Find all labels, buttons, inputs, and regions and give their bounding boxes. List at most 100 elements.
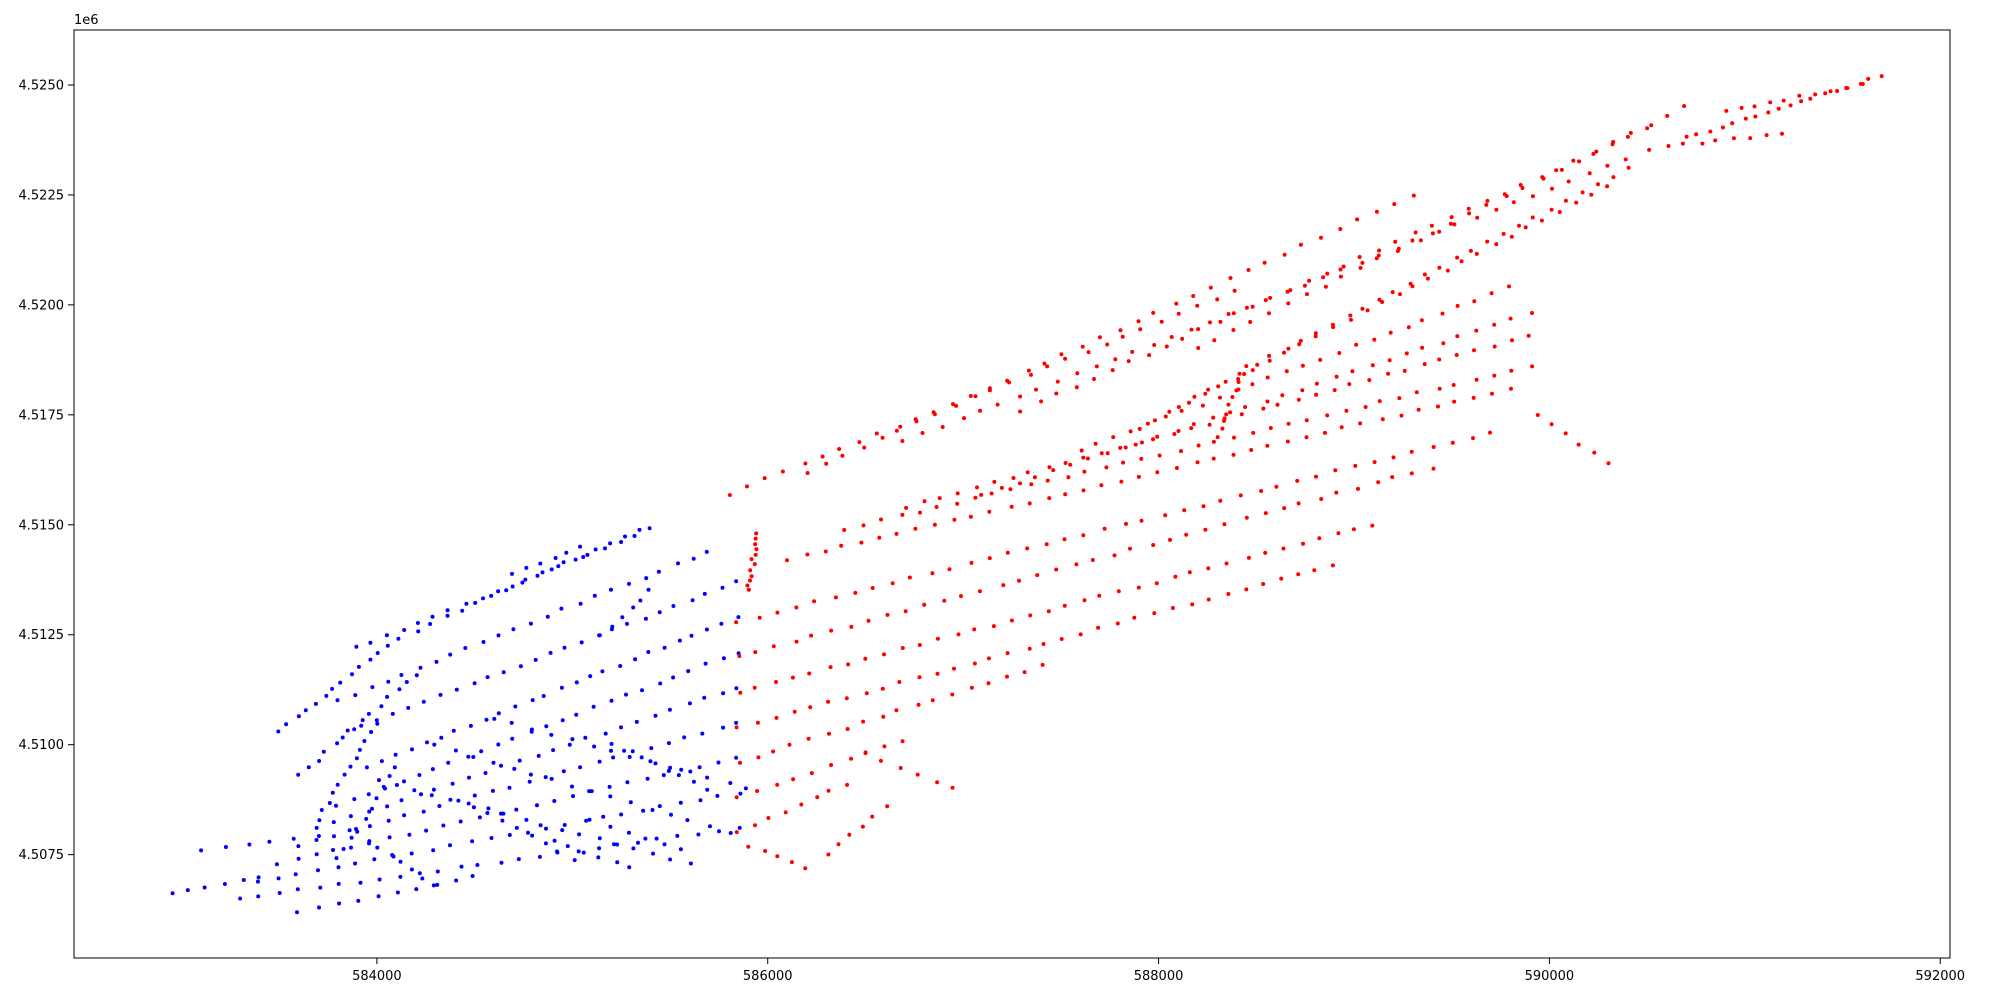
data-point bbox=[1507, 284, 1511, 289]
data-point bbox=[1475, 215, 1480, 220]
data-point bbox=[1220, 426, 1225, 431]
data-point bbox=[775, 782, 780, 787]
data-point bbox=[418, 665, 423, 670]
data-point bbox=[1222, 418, 1226, 423]
data-point bbox=[578, 765, 583, 770]
data-point bbox=[1596, 182, 1600, 187]
data-point bbox=[897, 680, 902, 684]
data-point bbox=[1451, 383, 1456, 387]
data-point bbox=[1571, 158, 1576, 163]
data-point bbox=[1090, 558, 1095, 562]
data-point bbox=[1474, 251, 1479, 256]
data-point bbox=[543, 841, 548, 846]
data-point bbox=[276, 729, 281, 734]
data-point bbox=[1286, 421, 1291, 426]
data-point bbox=[1448, 221, 1453, 226]
data-point bbox=[1397, 396, 1402, 401]
data-point bbox=[837, 447, 842, 451]
data-point bbox=[1196, 346, 1201, 350]
data-point bbox=[1452, 399, 1457, 404]
data-point bbox=[589, 789, 594, 794]
data-point bbox=[1338, 267, 1343, 272]
data-point bbox=[671, 604, 676, 608]
data-point bbox=[1298, 338, 1303, 343]
data-point bbox=[1429, 223, 1434, 228]
data-point bbox=[657, 610, 662, 615]
data-point bbox=[496, 633, 501, 638]
data-point bbox=[917, 675, 922, 680]
data-point bbox=[510, 571, 514, 576]
data-point bbox=[824, 461, 829, 466]
data-point bbox=[475, 863, 480, 867]
data-point bbox=[1078, 632, 1083, 637]
data-point bbox=[1236, 377, 1241, 381]
data-point bbox=[859, 540, 864, 545]
data-point bbox=[1139, 518, 1144, 523]
data-point bbox=[1380, 300, 1385, 304]
data-point bbox=[1625, 134, 1630, 139]
data-point bbox=[256, 894, 261, 899]
data-point bbox=[790, 675, 795, 680]
data-point bbox=[648, 759, 653, 764]
data-point bbox=[1494, 207, 1499, 212]
data-point bbox=[1587, 171, 1592, 176]
data-point bbox=[1437, 357, 1442, 362]
data-point bbox=[367, 839, 372, 844]
data-point bbox=[1474, 377, 1479, 382]
data-point bbox=[1300, 363, 1305, 368]
data-point bbox=[619, 540, 624, 544]
data-point bbox=[1748, 136, 1753, 141]
data-point bbox=[1218, 319, 1223, 324]
data-point bbox=[721, 656, 726, 661]
data-point bbox=[1592, 450, 1597, 455]
data-point bbox=[669, 812, 673, 817]
data-point bbox=[715, 793, 720, 798]
data-point bbox=[468, 723, 473, 728]
data-point bbox=[354, 644, 359, 649]
data-point bbox=[367, 809, 372, 814]
data-point bbox=[1267, 311, 1271, 316]
data-point bbox=[749, 574, 754, 579]
data-point bbox=[485, 675, 490, 680]
data-point bbox=[415, 621, 420, 625]
data-point bbox=[1172, 432, 1177, 436]
data-point bbox=[364, 765, 369, 770]
data-point bbox=[1280, 393, 1285, 398]
data-point bbox=[1167, 409, 1172, 414]
data-point bbox=[734, 830, 739, 835]
data-point bbox=[314, 852, 319, 857]
data-point bbox=[1541, 176, 1546, 181]
data-point bbox=[376, 894, 381, 899]
data-point bbox=[734, 686, 739, 691]
data-point bbox=[962, 416, 966, 421]
data-point bbox=[687, 701, 692, 706]
data-point bbox=[518, 664, 523, 669]
data-point bbox=[748, 578, 752, 583]
data-point bbox=[330, 686, 335, 691]
data-point bbox=[1296, 501, 1301, 506]
data-point bbox=[1119, 479, 1124, 484]
y-tick-label: 4.5125 bbox=[19, 628, 65, 643]
data-point bbox=[1286, 346, 1291, 351]
data-point bbox=[654, 836, 659, 841]
data-point bbox=[1510, 338, 1514, 343]
data-point bbox=[277, 891, 282, 895]
data-point bbox=[1262, 260, 1267, 265]
data-point bbox=[1184, 532, 1189, 537]
data-point bbox=[1208, 320, 1212, 325]
data-point bbox=[703, 661, 708, 666]
data-point bbox=[222, 882, 227, 886]
data-point bbox=[1118, 328, 1123, 333]
data-point bbox=[597, 836, 602, 841]
data-point bbox=[608, 541, 613, 546]
data-point bbox=[1086, 350, 1091, 355]
data-point bbox=[662, 842, 667, 847]
data-point bbox=[409, 867, 414, 872]
data-point bbox=[1694, 132, 1699, 137]
data-point bbox=[1720, 125, 1725, 130]
data-point bbox=[545, 614, 550, 619]
data-point bbox=[327, 801, 332, 805]
data-point bbox=[1099, 483, 1104, 488]
data-point bbox=[1152, 343, 1157, 347]
data-point bbox=[676, 773, 681, 778]
